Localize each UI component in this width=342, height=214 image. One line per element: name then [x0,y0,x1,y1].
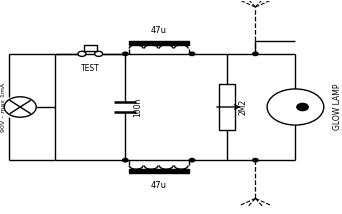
Circle shape [189,158,195,162]
Circle shape [123,52,128,56]
Circle shape [267,89,324,125]
Text: 47u: 47u [151,181,167,190]
Bar [129,41,189,45]
Text: 2M2: 2M2 [238,99,247,115]
Text: 90V – max 1mA: 90V – max 1mA [1,82,6,132]
Circle shape [297,103,308,111]
Text: 47u: 47u [151,26,167,35]
Circle shape [123,158,128,162]
Circle shape [78,51,86,56]
Bar [129,169,189,173]
Circle shape [189,52,195,56]
Circle shape [95,51,103,56]
Text: TEST: TEST [81,64,100,73]
Circle shape [253,158,258,162]
Circle shape [253,52,258,56]
Bar [83,45,97,51]
Bar [219,84,235,130]
Text: 100n: 100n [134,97,143,117]
Circle shape [4,97,36,117]
Text: GLOW LAMP: GLOW LAMP [333,84,342,130]
